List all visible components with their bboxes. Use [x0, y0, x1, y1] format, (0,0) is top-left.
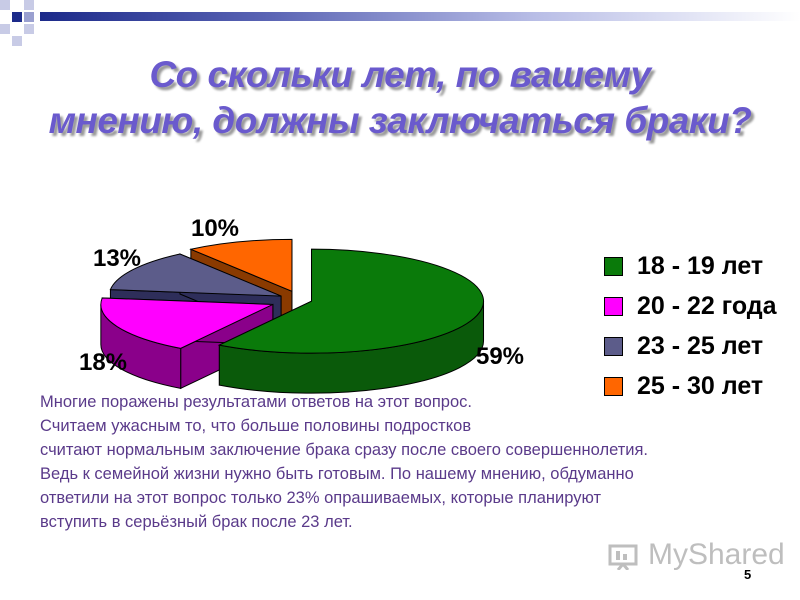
legend-item: 20 - 22 года [604, 286, 777, 326]
pie-slice [217, 248, 485, 394]
slice-top [109, 253, 282, 297]
slice-top [100, 297, 274, 349]
legend-item: 23 - 25 лет [604, 326, 777, 366]
data-label: 59% [476, 343, 524, 370]
legend-label: 23 - 25 лет [637, 331, 764, 360]
chart-legend: 18 - 19 лет 20 - 22 года 23 - 25 лет 25 - 3… [604, 246, 777, 406]
legend-swatch [604, 296, 623, 316]
legend-label: 18 - 19 лет [637, 251, 764, 280]
title-line-1: Со скольки лет, по вашему [149, 54, 651, 95]
page-number: 5 [744, 567, 752, 582]
data-label: 13% [93, 245, 141, 272]
body-line: вступить в серьёзный брак после 23 лет. [40, 513, 353, 531]
body-line: Ведь к семейной жизни нужно быть готовым… [40, 465, 634, 483]
legend-label: 20 - 22 года [637, 291, 777, 320]
slide-title: Со скольки лет, по вашему мнению, должны… [0, 52, 800, 144]
body-paragraph: Многие поражены результатами ответов на … [40, 390, 790, 534]
body-line: считают нормальным заключение брака сраз… [40, 441, 649, 459]
legend-swatch [604, 376, 623, 396]
title-line-2: мнению, должны заключаться браки? [48, 100, 752, 141]
body-line: Многие поражены результатами ответов на … [40, 393, 472, 411]
legend-swatch [604, 256, 623, 276]
legend-swatch [604, 336, 623, 356]
legend-item: 18 - 19 лет [604, 246, 777, 286]
legend-label: 25 - 30 лет [637, 371, 764, 400]
slice-top [217, 248, 485, 354]
watermark-text: MyShared [648, 538, 785, 571]
slice-top [189, 238, 293, 293]
body-line: Считаем ужасным то, что больше половины … [40, 417, 472, 435]
data-label: 18% [79, 349, 127, 376]
body-line: ответили на этот вопрос только 23% опраш… [40, 489, 602, 507]
watermark: MyShared [608, 538, 785, 572]
header-gradient-bar [40, 12, 800, 21]
legend-item: 25 - 30 лет [604, 366, 777, 406]
data-label: 10% [191, 215, 239, 242]
presentation-icon [608, 544, 638, 570]
